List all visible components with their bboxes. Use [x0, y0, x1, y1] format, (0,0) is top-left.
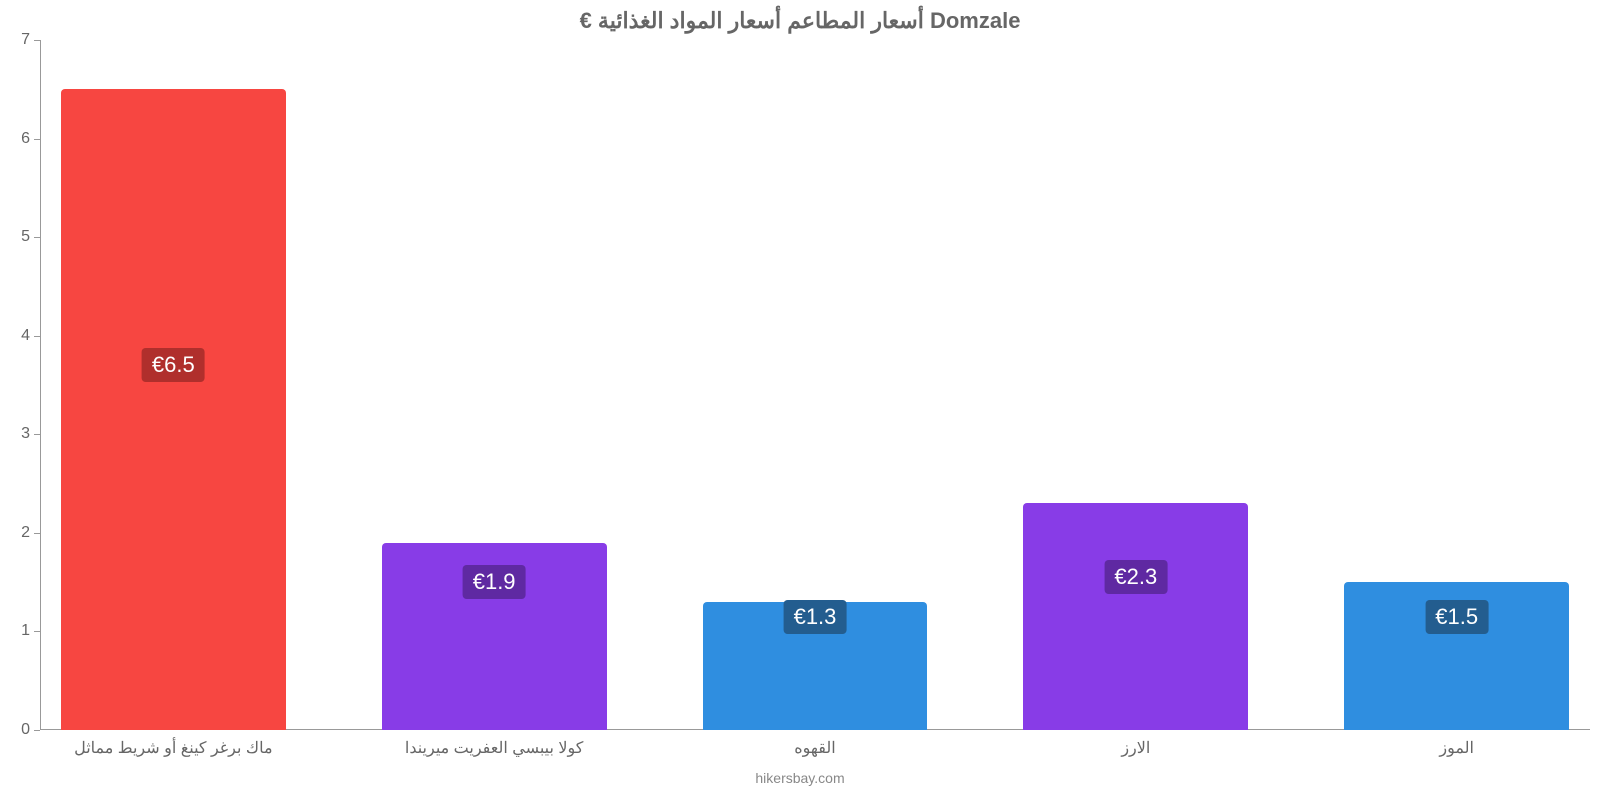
- y-tick-label: 6: [21, 130, 40, 148]
- chart-credits: hikersbay.com: [0, 770, 1600, 786]
- plot-area: 01234567€6.5ماك برغر كينغ أو شريط مماثل€…: [40, 40, 1590, 730]
- chart-title: Domzale أسعار المطاعم أسعار المواد الغذا…: [0, 8, 1600, 34]
- bar-value-label: €2.3: [1104, 560, 1167, 594]
- price-bar: [1023, 503, 1248, 730]
- y-tick-label: 1: [21, 622, 40, 640]
- y-tick-label: 3: [21, 425, 40, 443]
- x-tick-label: الارز: [1121, 730, 1150, 758]
- y-tick-label: 0: [21, 721, 40, 739]
- y-tick-label: 4: [21, 327, 40, 345]
- y-tick-label: 7: [21, 31, 40, 49]
- bar-value-label: €1.9: [463, 565, 526, 599]
- x-tick-label: ماك برغر كينغ أو شريط مماثل: [74, 730, 272, 758]
- x-tick-label: الموز: [1439, 730, 1474, 758]
- x-tick-label: القهوه: [794, 730, 835, 758]
- bar-value-label: €1.5: [1425, 600, 1488, 634]
- bar-value-label: €1.3: [784, 600, 847, 634]
- y-tick-label: 5: [21, 228, 40, 246]
- price-bar-chart: Domzale أسعار المطاعم أسعار المواد الغذا…: [0, 0, 1600, 800]
- y-axis: [40, 40, 41, 730]
- price-bar: [61, 89, 286, 730]
- y-tick-label: 2: [21, 524, 40, 542]
- bar-value-label: €6.5: [142, 348, 205, 382]
- x-tick-label: كولا بيبسي العفريت ميريندا: [405, 730, 584, 758]
